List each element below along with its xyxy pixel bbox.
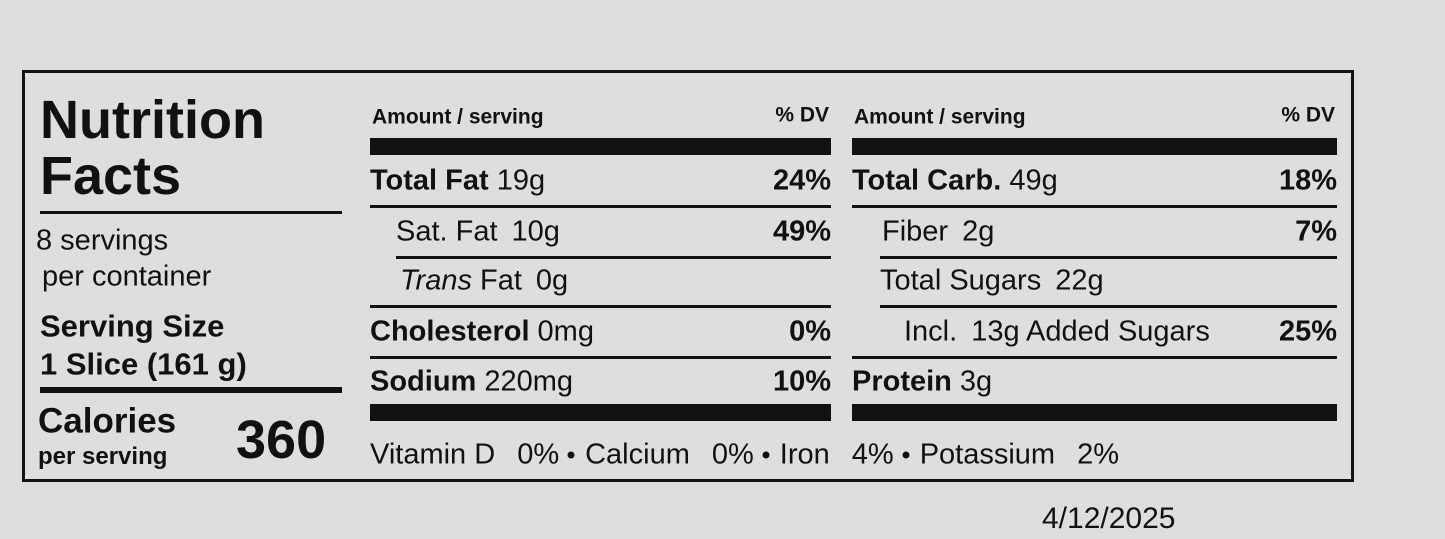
vitamin-name: Vitamin D <box>370 438 496 471</box>
nutrient-dv: 49% <box>772 215 831 248</box>
thick-rule <box>370 404 831 421</box>
nutrient-name: Total Sugars <box>880 264 1042 297</box>
vitamin-dv: 0% <box>517 438 560 471</box>
bullet <box>762 451 770 459</box>
header-dv: % DV <box>775 103 829 127</box>
calories-sublabel: per serving <box>38 443 168 470</box>
rule <box>396 256 831 259</box>
header-amount: Amount / serving <box>854 105 1026 129</box>
vitamin-name: Calcium <box>585 438 690 471</box>
vitamin-name: Potassium <box>919 438 1056 471</box>
thick-rule <box>852 404 1337 421</box>
nutrient-name: Fiber <box>882 215 949 248</box>
nutrient-amount: 22g <box>1055 264 1104 297</box>
nutrient-amount: 0mg <box>537 315 594 348</box>
nutrient-name: Total Carb. <box>852 164 1002 197</box>
header-dv: % DV <box>1281 103 1335 127</box>
nutrient-name: Trans <box>400 264 472 297</box>
header-amount: Amount / serving <box>372 105 544 129</box>
nutrient-dv: 10% <box>772 365 831 398</box>
nutrient-dv: 24% <box>772 164 831 197</box>
nutrient-amount: 0g <box>535 264 569 297</box>
nutrient-name: Incl. <box>904 315 958 348</box>
rule <box>370 205 831 208</box>
nutrient-dv: 18% <box>1278 164 1337 197</box>
nutrient-name: Sat. Fat <box>396 215 498 248</box>
serving-size-label: Serving Size <box>40 308 225 344</box>
serving-size-value: 1 Slice (161 g) <box>40 346 247 382</box>
servings: per container <box>42 260 212 293</box>
nutrient-name: Total Fat <box>370 164 489 197</box>
nutrient-dv: 25% <box>1278 315 1337 348</box>
label-box <box>22 70 1354 482</box>
rule <box>40 211 342 214</box>
rule <box>852 356 1337 359</box>
vitamin-dv: 2% <box>1077 438 1119 471</box>
rule <box>370 356 831 359</box>
nutrient-amount: 10g <box>511 215 560 248</box>
nutrient-dv: 7% <box>1295 215 1337 248</box>
nutrient-amount: 49g <box>1009 164 1058 197</box>
bullet <box>902 451 910 459</box>
nutrient-amount: 13g Added Sugars <box>971 315 1210 348</box>
nutrient-amount: 2g <box>962 215 995 248</box>
vitamin-dv: 0% <box>711 438 754 471</box>
bullet <box>567 451 575 459</box>
date: 4/12/2025 <box>1042 502 1176 535</box>
vitamin-dv: 4% <box>851 438 894 471</box>
rule <box>370 305 831 308</box>
calories-value: 360 <box>236 410 327 470</box>
nutrient-amount: 3g <box>959 365 993 398</box>
rule <box>880 305 1337 308</box>
servings: 8 servings <box>36 224 169 257</box>
thick-rule <box>852 138 1337 155</box>
rule <box>852 205 1337 208</box>
vitamin-name: Iron <box>779 438 830 471</box>
nutrient-amount: 220mg <box>484 365 574 398</box>
nutrient-name: Protein <box>852 365 952 398</box>
nutrient-name: Sodium <box>370 365 477 398</box>
nutrient-name: Fat <box>479 264 522 297</box>
nutrient-name: Cholesterol <box>370 315 530 348</box>
thick-rule <box>370 138 831 155</box>
calories-label: Calories <box>38 401 177 441</box>
thick-rule <box>40 387 342 393</box>
nutrient-amount: 19g <box>496 164 546 197</box>
title: Nutrition <box>40 90 265 150</box>
title: Facts <box>40 146 182 206</box>
nutrient-dv: 0% <box>789 315 831 348</box>
rule <box>880 256 1337 259</box>
